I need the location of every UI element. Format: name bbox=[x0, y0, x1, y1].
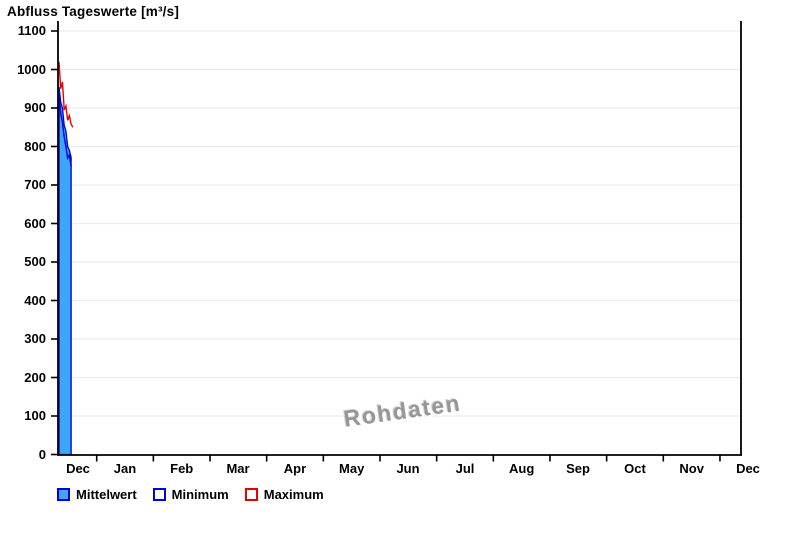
y-axis-label: 600 bbox=[24, 215, 46, 231]
y-axis-label: 1100 bbox=[17, 23, 46, 38]
maximum-swatch-icon bbox=[244, 488, 258, 501]
x-axis-label: Jul bbox=[455, 461, 475, 476]
legend-label-minimum: Minimum bbox=[171, 487, 229, 502]
chart-title: Abfluss Tageswerte [m³/s] bbox=[7, 4, 180, 19]
x-axis-label: Dec bbox=[66, 461, 90, 476]
mittelwert-swatch-icon bbox=[57, 488, 70, 501]
y-axis-label: 400 bbox=[24, 292, 46, 308]
legend-label-maximum: Maximum bbox=[263, 487, 324, 502]
x-axis-label: May bbox=[339, 461, 365, 476]
x-axis-label: Aug bbox=[509, 461, 535, 476]
y-axis-label: 700 bbox=[24, 177, 46, 192]
legend-item-maximum: Maximum bbox=[244, 487, 324, 502]
maximum-line bbox=[58, 61, 74, 128]
minimum-line bbox=[58, 94, 72, 167]
x-axis-label: Jun bbox=[396, 461, 420, 476]
y-axis-label: 1000 bbox=[17, 61, 46, 77]
legend-item-mittelwert: Mittelwert bbox=[57, 487, 137, 502]
x-axis-label: Oct bbox=[624, 461, 646, 476]
x-axis-label: Mar bbox=[226, 461, 250, 476]
y-axis-label: 800 bbox=[24, 138, 46, 154]
y-axis-label: 100 bbox=[24, 408, 46, 423]
legend-item-minimum: Minimum bbox=[152, 487, 229, 502]
legend-label-mittelwert: Mittelwert bbox=[76, 487, 137, 502]
y-axis-label: 500 bbox=[24, 254, 46, 269]
y-axis-label: 900 bbox=[24, 100, 46, 115]
x-axis-label: Nov bbox=[679, 461, 704, 476]
y-axis-label: 200 bbox=[24, 369, 46, 385]
y-axis-label: 300 bbox=[24, 331, 46, 346]
x-axis-label: Apr bbox=[283, 461, 307, 476]
minimum-swatch-icon bbox=[152, 488, 166, 501]
x-axis-label: Sep bbox=[566, 461, 590, 476]
x-axis-label: Feb bbox=[170, 461, 194, 476]
legend: Mittelwert Minimum Maximum bbox=[57, 487, 324, 502]
x-axis-label: Jan bbox=[113, 461, 137, 476]
x-axis-label: Dec bbox=[736, 461, 760, 476]
mittelwert-area bbox=[58, 86, 72, 456]
y-axis-label: 0 bbox=[38, 446, 46, 462]
